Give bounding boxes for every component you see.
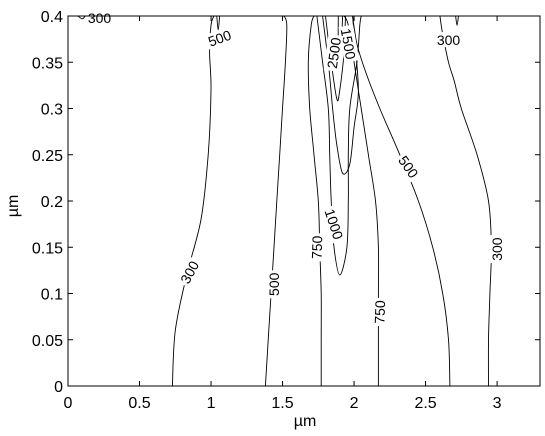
contour-line-300-12 — [455, 15, 459, 26]
contour-label-300: 300 — [88, 10, 112, 26]
y-tick-label: 0.2 — [41, 194, 63, 211]
contour-label-background — [489, 235, 505, 264]
y-tick-label: 0.35 — [32, 55, 63, 72]
contour-line-750-4 — [307, 15, 322, 386]
y-tick-label: 0.25 — [32, 148, 63, 165]
contour-label-group-3: 500 — [266, 270, 282, 299]
x-tick-label: 2 — [350, 395, 359, 412]
contour-label-500: 500 — [266, 272, 282, 296]
contour-label-group-0: 300 — [85, 9, 114, 26]
contour-label-background — [321, 204, 348, 244]
contour-label-background — [203, 25, 236, 50]
contour-label-background — [85, 9, 114, 25]
y-tick-label: 0.15 — [32, 240, 63, 257]
contour-label-background — [323, 34, 344, 72]
contour-label-300: 300 — [489, 237, 505, 261]
y-tick-label: 0.3 — [41, 102, 63, 119]
contour-label-group-7: 2500 — [323, 34, 344, 72]
contour-label-background — [394, 150, 423, 183]
contour-label-background — [266, 270, 281, 299]
contour-label-750: 750 — [308, 235, 325, 259]
x-tick-label: 3 — [493, 395, 502, 412]
contour-line-300-0 — [171, 15, 215, 387]
contour-line-500-3 — [264, 15, 288, 387]
y-axis-label: µm — [5, 195, 22, 218]
y-axis-ticks: 0 0.05 0.1 0.15 0.2 0.25 0.3 0.35 0.4 — [32, 9, 540, 396]
contour-line-300-11 — [439, 15, 492, 387]
contour-label-background — [371, 297, 388, 327]
contour-label-group-11: 300 — [489, 235, 505, 264]
contour-label-group-8: 750 — [371, 297, 388, 327]
x-tick-label: 1.5 — [271, 395, 293, 412]
contour-label-group-4: 750 — [308, 233, 325, 262]
x-tick-label: 0.5 — [128, 395, 150, 412]
contour-label-background — [175, 256, 203, 288]
x-axis-ticks: 0 0.5 1 1.5 2 2.5 3 — [64, 16, 502, 412]
x-axis-label: µm — [294, 413, 317, 430]
contour-label-2500: 2500 — [324, 36, 344, 69]
y-tick-label: 0.4 — [41, 9, 63, 26]
contour-line-1000-5 — [316, 15, 362, 276]
contour-label-group-6: 1500 — [338, 24, 360, 63]
contour-line-500-2 — [216, 15, 221, 31]
y-tick-label: 0.1 — [41, 287, 63, 304]
contour-line-300-1 — [77, 15, 86, 20]
x-tick-label: 2.5 — [414, 395, 436, 412]
contour-label-500: 500 — [206, 27, 234, 50]
contour-label-group-10: 300 — [434, 32, 463, 48]
y-tick-label: 0 — [54, 379, 63, 396]
y-tick-label: 0.05 — [32, 333, 63, 350]
contour-label-group-1: 500 — [203, 25, 236, 50]
contour-label-background — [308, 233, 325, 262]
contour-label-1500: 1500 — [338, 27, 359, 61]
contour-line-1500-6 — [322, 15, 359, 175]
contour-label-300: 300 — [437, 32, 461, 48]
contour-label-750: 750 — [371, 300, 388, 324]
contour-label-background — [338, 24, 360, 63]
contour-label-background — [434, 32, 463, 48]
x-tick-label: 0 — [64, 395, 73, 412]
x-tick-label: 1 — [207, 395, 216, 412]
